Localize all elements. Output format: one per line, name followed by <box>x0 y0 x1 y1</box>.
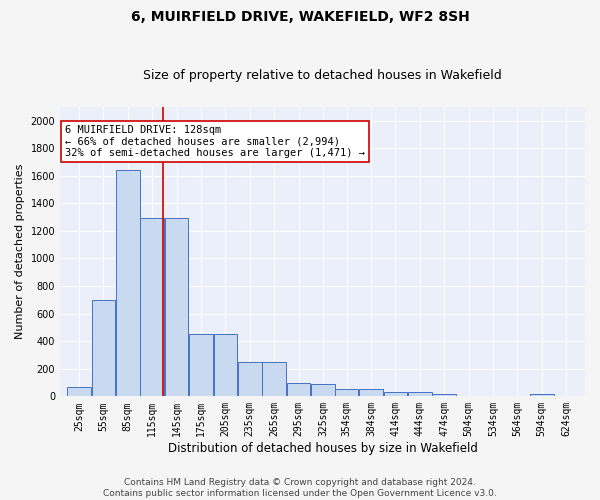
Bar <box>408 392 431 396</box>
Bar <box>383 392 407 396</box>
Bar <box>359 388 383 396</box>
Bar <box>238 362 262 396</box>
Text: 6, MUIRFIELD DRIVE, WAKEFIELD, WF2 8SH: 6, MUIRFIELD DRIVE, WAKEFIELD, WF2 8SH <box>131 10 469 24</box>
Text: 6 MUIRFIELD DRIVE: 128sqm
← 66% of detached houses are smaller (2,994)
32% of se: 6 MUIRFIELD DRIVE: 128sqm ← 66% of detac… <box>65 124 365 158</box>
Bar <box>311 384 335 396</box>
Bar <box>214 334 237 396</box>
Bar <box>92 300 115 396</box>
Bar <box>116 170 140 396</box>
Bar <box>140 218 164 396</box>
Bar <box>530 394 554 396</box>
Text: Contains HM Land Registry data © Crown copyright and database right 2024.
Contai: Contains HM Land Registry data © Crown c… <box>103 478 497 498</box>
X-axis label: Distribution of detached houses by size in Wakefield: Distribution of detached houses by size … <box>167 442 478 455</box>
Bar <box>433 394 456 396</box>
Bar <box>287 382 310 396</box>
Bar <box>335 388 358 396</box>
Bar <box>189 334 213 396</box>
Title: Size of property relative to detached houses in Wakefield: Size of property relative to detached ho… <box>143 69 502 82</box>
Bar <box>67 386 91 396</box>
Bar <box>262 362 286 396</box>
Bar <box>165 218 188 396</box>
Y-axis label: Number of detached properties: Number of detached properties <box>15 164 25 339</box>
